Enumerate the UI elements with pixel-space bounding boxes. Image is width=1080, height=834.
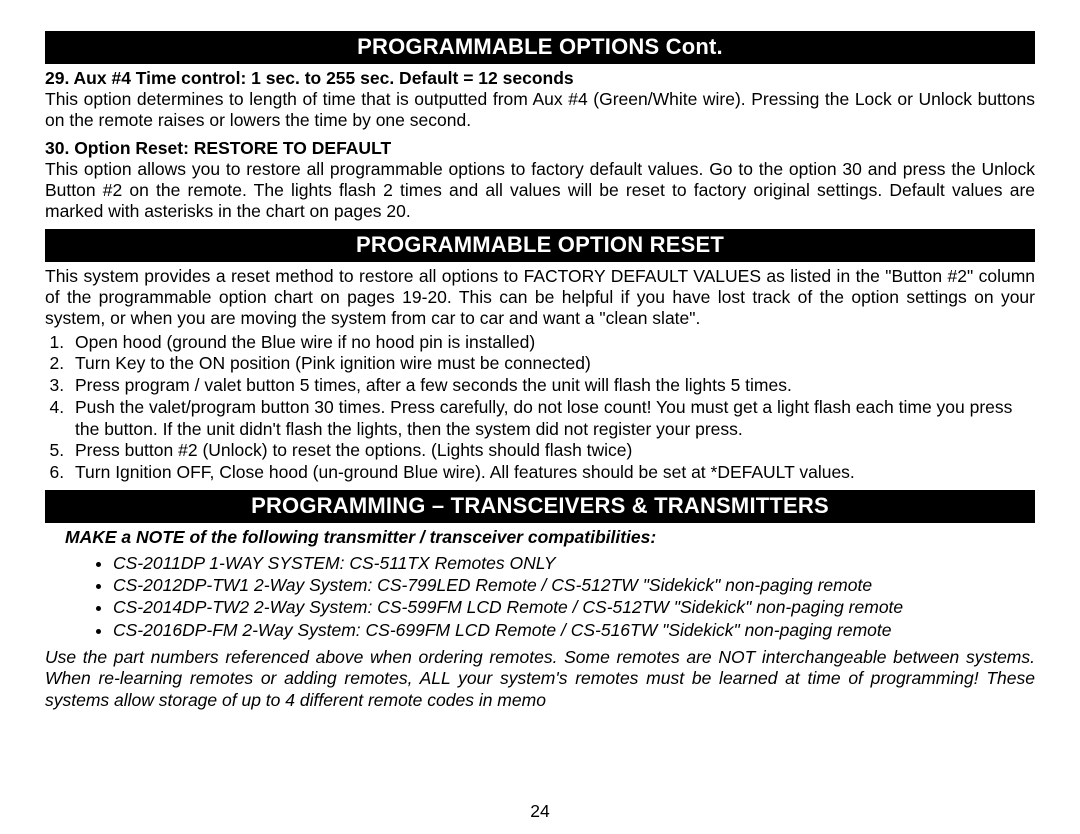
reset-step: Push the valet/program button 30 times. … [69, 397, 1035, 440]
manual-page: PROGRAMMABLE OPTIONS Cont. 29. Aux #4 Ti… [0, 0, 1080, 834]
section-header-options-cont: PROGRAMMABLE OPTIONS Cont. [45, 31, 1035, 64]
page-number: 24 [0, 801, 1080, 822]
compat-item: CS-2014DP-TW2 2-Way System: CS-599FM LCD… [113, 596, 1035, 618]
compat-item: CS-2016DP-FM 2-Way System: CS-699FM LCD … [113, 619, 1035, 641]
reset-intro: This system provides a reset method to r… [45, 266, 1035, 330]
reset-step: Open hood (ground the Blue wire if no ho… [69, 332, 1035, 354]
reset-steps-list: Open hood (ground the Blue wire if no ho… [45, 332, 1035, 484]
option-30-title: 30. Option Reset: RESTORE TO DEFAULT [45, 138, 1035, 159]
compat-list: CS-2011DP 1-WAY SYSTEM: CS-511TX Remotes… [95, 552, 1035, 642]
compat-footnote: Use the part numbers referenced above wh… [45, 647, 1035, 711]
option-29-body: This option determines to length of time… [45, 89, 1035, 132]
reset-step: Press button #2 (Unlock) to reset the op… [69, 440, 1035, 462]
option-29-title: 29. Aux #4 Time control: 1 sec. to 255 s… [45, 68, 1035, 89]
compat-note-title: MAKE a NOTE of the following transmitter… [45, 527, 1035, 548]
reset-step: Turn Ignition OFF, Close hood (un-ground… [69, 462, 1035, 484]
compat-item: CS-2011DP 1-WAY SYSTEM: CS-511TX Remotes… [113, 552, 1035, 574]
reset-step: Turn Key to the ON position (Pink igniti… [69, 353, 1035, 375]
section-header-option-reset: PROGRAMMABLE OPTION RESET [45, 229, 1035, 262]
option-30-body: This option allows you to restore all pr… [45, 159, 1035, 223]
section-header-programming: PROGRAMMING – TRANSCEIVERS & TRANSMITTER… [45, 490, 1035, 523]
reset-step: Press program / valet button 5 times, af… [69, 375, 1035, 397]
compat-item: CS-2012DP-TW1 2-Way System: CS-799LED Re… [113, 574, 1035, 596]
